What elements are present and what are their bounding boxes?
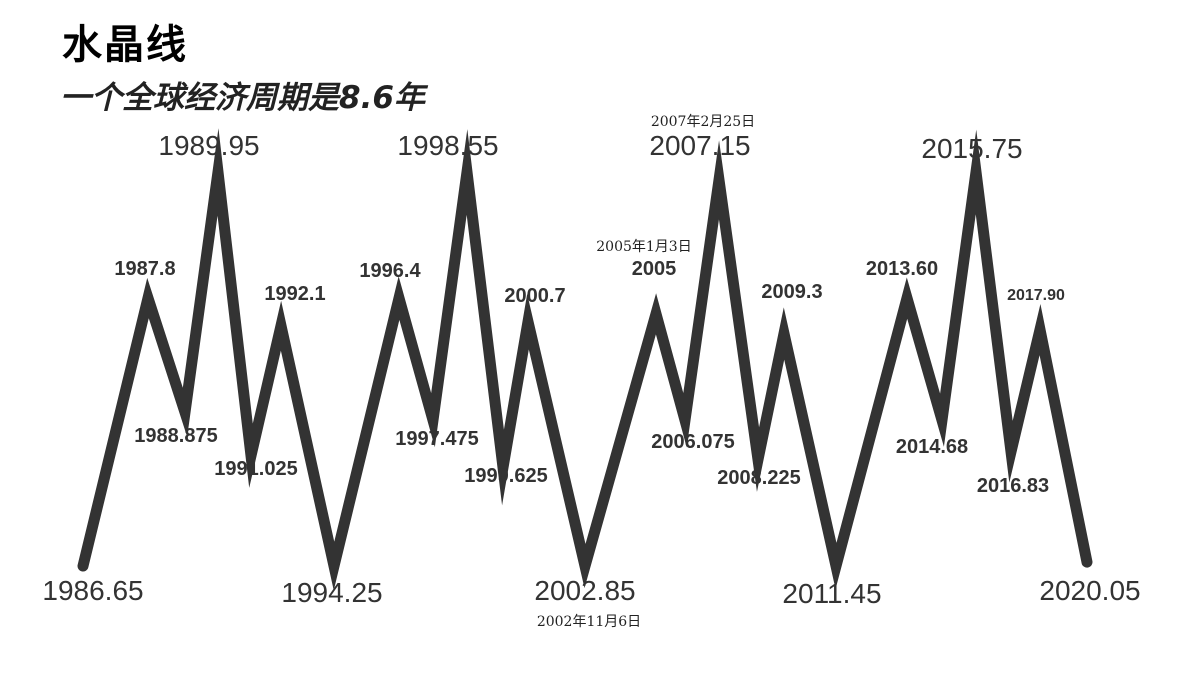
data-label: 2008.225 (717, 467, 800, 489)
data-label: 2013.60 (866, 258, 938, 280)
data-label: 2000.7 (504, 285, 565, 307)
data-label: 1986.65 (42, 575, 143, 606)
data-label: 1991.025 (214, 458, 297, 480)
data-label: 2015.75 (921, 133, 1022, 164)
date-annotation: 2002年11月6日 (537, 614, 641, 630)
data-label: 2020.05 (1039, 575, 1140, 606)
data-label: 2005 (632, 258, 677, 280)
page-title: 水晶线 (62, 22, 188, 68)
data-label: 1996.4 (359, 260, 421, 282)
data-label: 1999.625 (464, 465, 547, 487)
data-label: 1989.95 (158, 130, 259, 161)
data-label: 2016.83 (977, 475, 1049, 497)
date-annotation: 2005年1月3日 (596, 239, 691, 255)
data-label: 2014.68 (896, 436, 968, 458)
data-label: 2009.3 (761, 281, 822, 303)
data-label: 1997.475 (395, 428, 478, 450)
data-label: 1992.1 (264, 283, 325, 305)
series-line (77, 128, 1093, 591)
data-label: 2002.85 (534, 575, 635, 606)
data-label: 1987.8 (114, 258, 175, 280)
data-label: 1998.55 (397, 130, 498, 161)
data-label: 2006.075 (651, 431, 734, 453)
date-annotation: 2007年2月25日 (651, 114, 755, 130)
page-subtitle: 一个全球经济周期是8.6年 (60, 80, 425, 116)
data-label: 2011.45 (782, 578, 881, 609)
data-label: 2017.90 (1007, 287, 1065, 304)
data-label: 2007.15 (649, 130, 750, 161)
data-label: 1994.25 (281, 577, 382, 608)
data-label: 1988.875 (134, 425, 217, 447)
